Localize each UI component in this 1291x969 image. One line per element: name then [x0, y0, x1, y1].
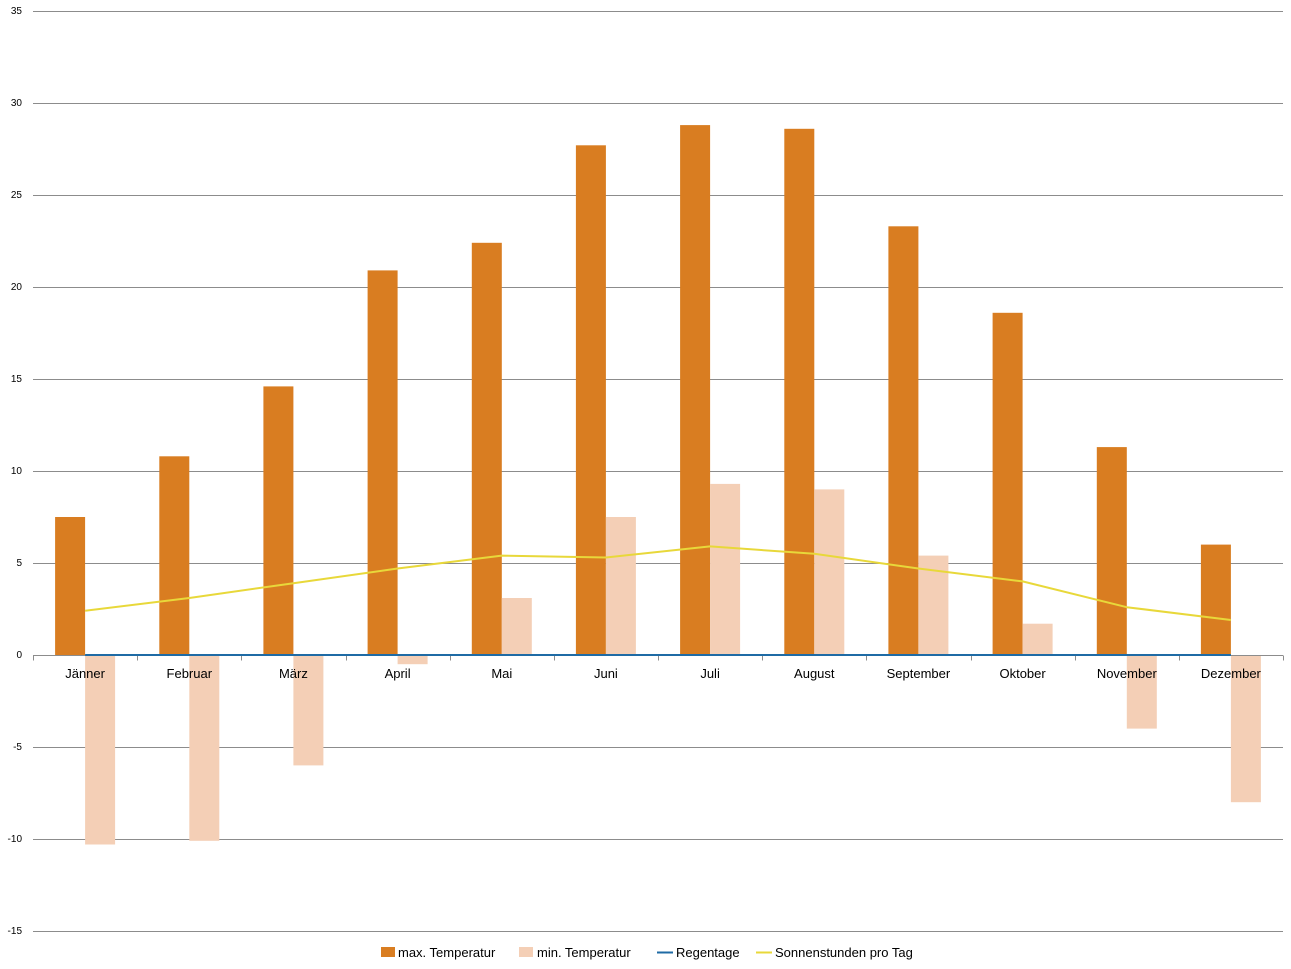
- legend-item: Sonnenstunden pro Tag: [756, 945, 913, 960]
- legend: max. Temperatur min. Temperatur Regentage S…: [381, 945, 913, 960]
- bar-min-temperature: [710, 483, 741, 655]
- x-tick-label: Mai: [491, 666, 512, 681]
- bar-min-temperature: [397, 655, 428, 665]
- bar-max-temperature: [471, 242, 502, 656]
- bar-min-temperature: [293, 655, 324, 766]
- bar-min-temperature: [501, 598, 532, 655]
- legend-swatch: [519, 947, 533, 957]
- bar-min-temperature: [1230, 655, 1261, 803]
- y-tick-label: -5: [13, 742, 22, 753]
- x-tick-label: März: [279, 666, 308, 681]
- y-tick-label: 35: [11, 6, 23, 17]
- legend-item: Regentage: [657, 945, 740, 960]
- x-tick-label: Juli: [700, 666, 720, 681]
- y-tick-label: 25: [11, 190, 23, 201]
- y-tick-label: -15: [8, 926, 23, 937]
- bar-max-temperature: [680, 125, 711, 656]
- legend-label: min. Temperatur: [537, 945, 631, 960]
- y-tick-label: 15: [11, 374, 23, 385]
- bar-min-temperature: [189, 655, 220, 841]
- y-tick-label: 10: [11, 466, 23, 477]
- x-tick-label: Oktober: [999, 666, 1046, 681]
- y-tick-label: 20: [11, 282, 23, 293]
- bar-max-temperature: [55, 517, 86, 655]
- legend-item: min. Temperatur: [519, 945, 631, 960]
- legend-label: Regentage: [676, 945, 740, 960]
- y-tick-label: 5: [16, 558, 22, 569]
- legend-label: max. Temperatur: [398, 945, 496, 960]
- y-axis-tick-labels: 35 30 25 20 15 10 5 0 -5 -10 -15: [8, 6, 23, 937]
- bar-max-temperature: [784, 128, 815, 656]
- bar-max-temperature: [575, 145, 606, 656]
- bar-max-temperature: [1200, 544, 1231, 655]
- x-tick-label: August: [794, 666, 835, 681]
- legend-item: max. Temperatur: [381, 945, 496, 960]
- bar-max-temperature: [888, 226, 919, 656]
- bar-min-temperature: [1126, 655, 1157, 729]
- x-tick-label: Juni: [594, 666, 618, 681]
- legend-swatch: [381, 947, 395, 957]
- bar-min-temperature: [605, 517, 636, 655]
- x-tick-label: April: [385, 666, 411, 681]
- x-axis-tick-labels: Jänner Februar März April Mai Juni Juli August S…: [65, 666, 1261, 681]
- bar-max-temperature: [159, 456, 190, 655]
- bar-min-temperature: [1022, 623, 1053, 655]
- lines: [84, 545, 1232, 656]
- line-sunshine-hours: [84, 545, 1232, 621]
- y-tick-label: 0: [16, 650, 22, 661]
- bar-max-temperature: [367, 270, 398, 655]
- bar-min-temperature: [814, 489, 845, 655]
- x-tick-label: November: [1097, 666, 1158, 681]
- x-tick-label: Jänner: [65, 666, 105, 681]
- x-tick-label: Dezember: [1201, 666, 1262, 681]
- legend-label: Sonnenstunden pro Tag: [775, 945, 913, 960]
- x-axis: [33, 655, 1284, 661]
- gridlines: [33, 11, 1283, 932]
- x-tick-label: September: [887, 666, 951, 681]
- bar-max-temperature: [1096, 447, 1127, 655]
- y-tick-label: -10: [8, 834, 23, 845]
- bar-max-temperature: [263, 386, 294, 655]
- bar-max-temperature: [992, 312, 1023, 655]
- bars: [55, 125, 1261, 845]
- y-tick-label: 30: [11, 98, 23, 109]
- bar-min-temperature: [85, 655, 116, 845]
- x-tick-label: Februar: [167, 666, 213, 681]
